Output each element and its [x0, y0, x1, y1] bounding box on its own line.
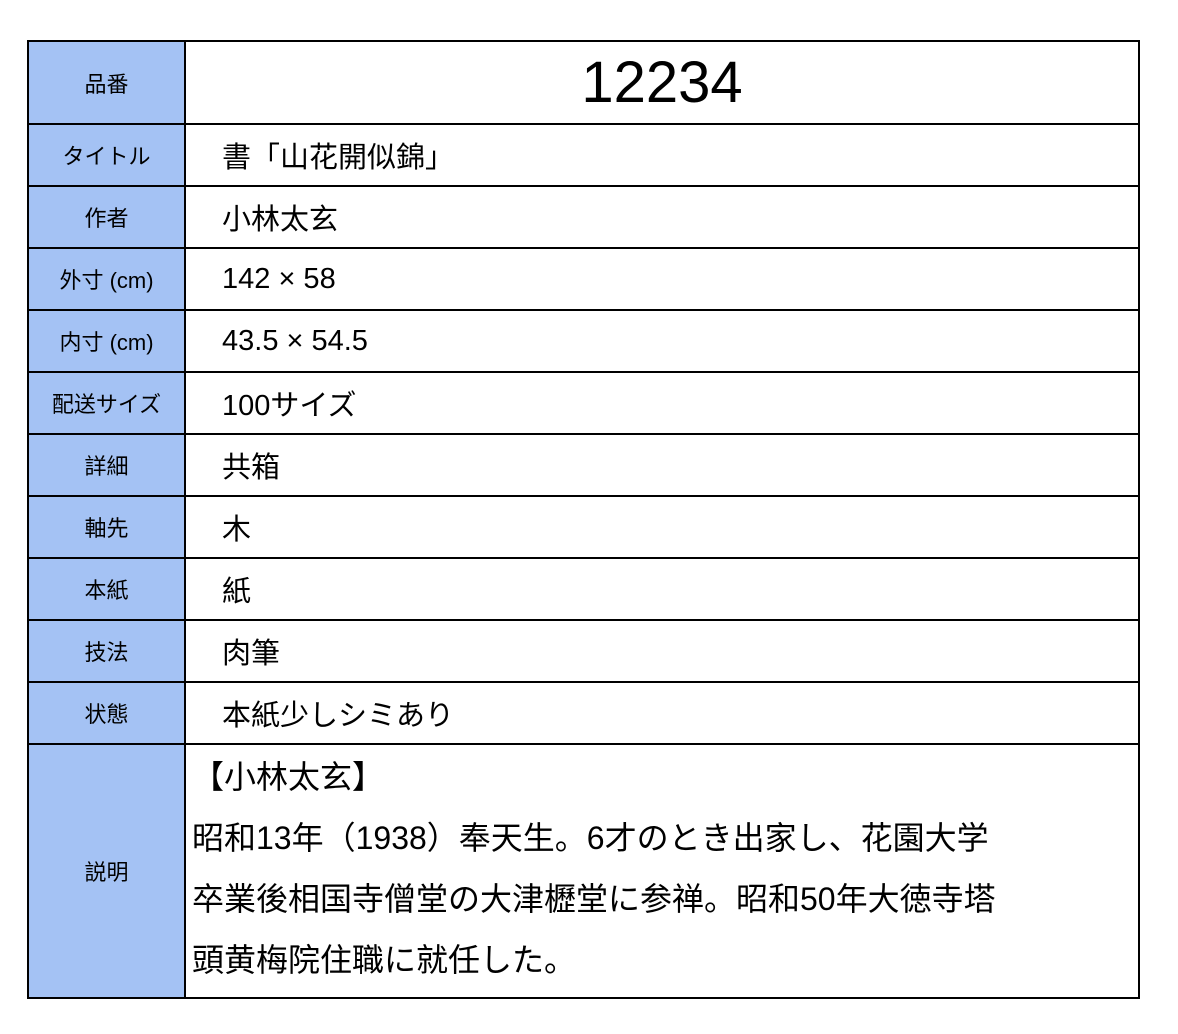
value-condition: 本紙少しシミあり: [184, 681, 1140, 745]
description-line: 【小林太玄】: [192, 759, 385, 795]
value-description: 【小林太玄】 昭和13年（1938）奉天生。6才のとき出家し、花園大学 卒業後相…: [184, 743, 1140, 999]
description-line: 卒業後相国寺僧堂の大津櫪堂に参禅。昭和50年大徳寺塔: [192, 881, 996, 917]
description-line: 頭黄梅院住職に就任した。: [192, 942, 577, 978]
value-shipping-size: 100サイズ: [184, 371, 1140, 435]
label-item-number: 品番: [27, 40, 186, 125]
row-condition: 状態 本紙少しシミあり: [27, 681, 1140, 745]
row-details: 詳細 共箱: [27, 433, 1140, 497]
value-inner-size: 43.5 × 54.5: [184, 309, 1140, 373]
value-artist: 小林太玄: [184, 185, 1140, 249]
row-shipping-size: 配送サイズ 100サイズ: [27, 371, 1140, 435]
value-details: 共箱: [184, 433, 1140, 497]
label-artist: 作者: [27, 185, 186, 249]
row-technique: 技法 肉筆: [27, 619, 1140, 683]
value-material: 紙: [184, 557, 1140, 621]
description-line: 昭和13年（1938）奉天生。6才のとき出家し、花園大学: [192, 820, 989, 856]
label-roller-ends: 軸先: [27, 495, 186, 559]
row-material: 本紙紙: [27, 557, 1140, 621]
value-outer-size: 142 × 58: [184, 247, 1140, 311]
value-title: 書「山花開似錦」: [184, 123, 1140, 187]
label-inner-size: 内寸 (cm): [27, 309, 186, 373]
row-item-number: 品番 12234: [27, 40, 1140, 125]
value-roller-ends: 木: [184, 495, 1140, 559]
label-technique: 技法: [27, 619, 186, 683]
label-description: 説明: [27, 743, 186, 999]
row-title: タイトル 書「山花開似錦」: [27, 123, 1140, 187]
label-shipping-size: 配送サイズ: [27, 371, 186, 435]
label-details: 詳細: [27, 433, 186, 497]
row-inner-size: 内寸 (cm) 43.5 × 54.5: [27, 309, 1140, 373]
row-outer-size: 外寸 (cm) 142 × 58: [27, 247, 1140, 311]
label-condition: 状態: [27, 681, 186, 745]
value-technique: 肉筆: [184, 619, 1140, 683]
value-item-number: 12234: [184, 40, 1140, 125]
label-material: 本紙: [27, 557, 186, 621]
row-description: 説明 【小林太玄】 昭和13年（1938）奉天生。6才のとき出家し、花園大学 卒…: [27, 743, 1140, 999]
row-artist: 作者 小林太玄: [27, 185, 1140, 249]
label-outer-size: 外寸 (cm): [27, 247, 186, 311]
product-spec-table: 品番 12234 タイトル 書「山花開似錦」 作者 小林太玄 外寸 (cm) 142 …: [27, 40, 1140, 999]
label-title: タイトル: [27, 123, 186, 187]
row-roller-ends: 軸先木: [27, 495, 1140, 559]
